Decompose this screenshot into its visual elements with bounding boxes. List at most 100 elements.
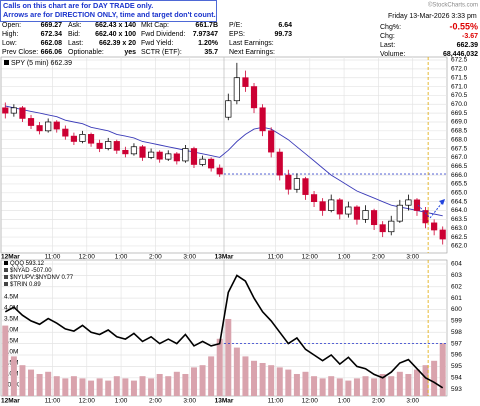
note-line: Arrows are for DIRECTION ONLY, time and … (3, 10, 216, 19)
candle-body (276, 151, 283, 176)
volume-bar (79, 378, 86, 396)
y-tick-label: 603 (451, 272, 462, 279)
candle-body (405, 199, 412, 206)
candle-body (268, 130, 275, 153)
candle-body (216, 167, 223, 175)
y-tick-label: 594 (451, 375, 462, 382)
volume-bar (336, 378, 343, 396)
y-tick-label: 666.5 (451, 163, 468, 170)
y2-tick-label: 4.5M (4, 294, 18, 301)
candle-body (96, 142, 103, 149)
field-value: -0.55% (449, 21, 478, 31)
candle-body (422, 210, 429, 224)
field-label: Last Earnings: (229, 40, 274, 47)
x-tick-label: 2:00 (149, 398, 162, 405)
field-value: 661.7B (195, 22, 218, 29)
x-tick-label: 11:00 (45, 254, 61, 261)
volume-bar (388, 376, 395, 396)
volume-bar (199, 365, 206, 396)
y-tick-label: 671.0 (451, 83, 468, 90)
volume-bar (396, 371, 403, 396)
volume-bar (182, 373, 189, 396)
candle-body (371, 210, 378, 226)
candle-body (27, 118, 35, 126)
candle-body (379, 224, 386, 233)
volume-bar (88, 380, 95, 396)
x-tick-label: 12Mar (1, 398, 20, 405)
field-value: 669.27 (41, 22, 63, 29)
field-label: Prev Close: (2, 49, 38, 56)
volume-bar (276, 367, 283, 396)
volume-bar (45, 371, 52, 396)
field-value: 1.20% (198, 40, 219, 47)
volume-bar (70, 376, 77, 396)
x-tick-label: 1:00 (338, 254, 351, 261)
field-label: SCTR (ETF): (141, 49, 182, 56)
candle-body (293, 178, 300, 190)
field-label: Mkt Cap: (141, 22, 169, 29)
candle-body (53, 121, 60, 130)
candle-body (431, 222, 438, 231)
volume-bar (28, 369, 35, 396)
direction-arrowhead (439, 199, 445, 205)
candle-body (87, 134, 95, 144)
y-tick-label: 663.0 (451, 225, 468, 232)
y-tick-label: 668.5 (451, 128, 468, 135)
x-tick-label: 11:00 (268, 254, 284, 261)
candle-body (259, 107, 266, 132)
y-tick-label: 670.0 (451, 101, 468, 108)
x-tick-label: 3:00 (183, 398, 196, 405)
field-value: 666.06 (41, 49, 63, 56)
candle-body (105, 141, 112, 149)
legend-swatch (4, 261, 8, 265)
volume-bar (96, 378, 103, 396)
volume-bar (216, 338, 223, 396)
volume-bar (371, 378, 378, 396)
y-tick-label: 669.5 (451, 110, 468, 117)
candle-body (10, 107, 17, 114)
volume-bar (311, 376, 318, 396)
field-label: Fwd Dividend: (141, 31, 185, 38)
logo: ©StockCharts.com (428, 2, 478, 9)
field-label: Chg: (380, 33, 395, 40)
field-label: Optionable: (68, 49, 104, 56)
panel-title: SPY (5 min) 662.39 (11, 60, 72, 67)
field-value: 6.64 (278, 22, 292, 29)
volume-bar (379, 373, 386, 396)
y2-tick-label: 2.5M (4, 338, 18, 345)
legend-entry: $TRIN 0.89 (10, 282, 41, 288)
field-label: Last: (380, 42, 395, 49)
y-tick-label: 667.0 (451, 154, 468, 161)
direction-arrow (429, 198, 446, 219)
candle-body (413, 199, 421, 211)
y-tick-label: 666.0 (451, 172, 468, 179)
candle-body (148, 151, 155, 158)
y-tick-label: 672.0 (451, 66, 468, 73)
x-tick-label: 12Mar (1, 254, 20, 261)
field-label: Open: (2, 22, 21, 29)
field-value: yes (124, 49, 136, 56)
volume-bar (413, 369, 420, 396)
y-tick-label: 667.5 (451, 145, 468, 152)
y-tick-label: 604 (451, 261, 462, 268)
candle-body (396, 204, 403, 222)
y-tick-label: 662.5 (451, 234, 468, 241)
volume-bar (139, 376, 146, 396)
moving-average (5, 105, 443, 217)
candle-body (233, 77, 240, 102)
candle-body (328, 199, 335, 211)
volume-bar (362, 376, 369, 396)
field-value: -3.67 (462, 33, 478, 40)
note-line: Calls on this chart are for DAY TRADE on… (3, 1, 153, 10)
volume-bar (353, 378, 360, 396)
x-tick-label: 13Mar (215, 398, 234, 405)
candle-body (225, 100, 232, 118)
y-tick-label: 596 (451, 352, 462, 359)
candle-body (182, 148, 189, 162)
y-tick-label: 599 (451, 318, 462, 325)
y-tick-label: 662.0 (451, 243, 468, 250)
candle-body (336, 199, 343, 215)
candle-body (199, 158, 206, 165)
y2-tick-label: 2.0M (4, 349, 18, 356)
